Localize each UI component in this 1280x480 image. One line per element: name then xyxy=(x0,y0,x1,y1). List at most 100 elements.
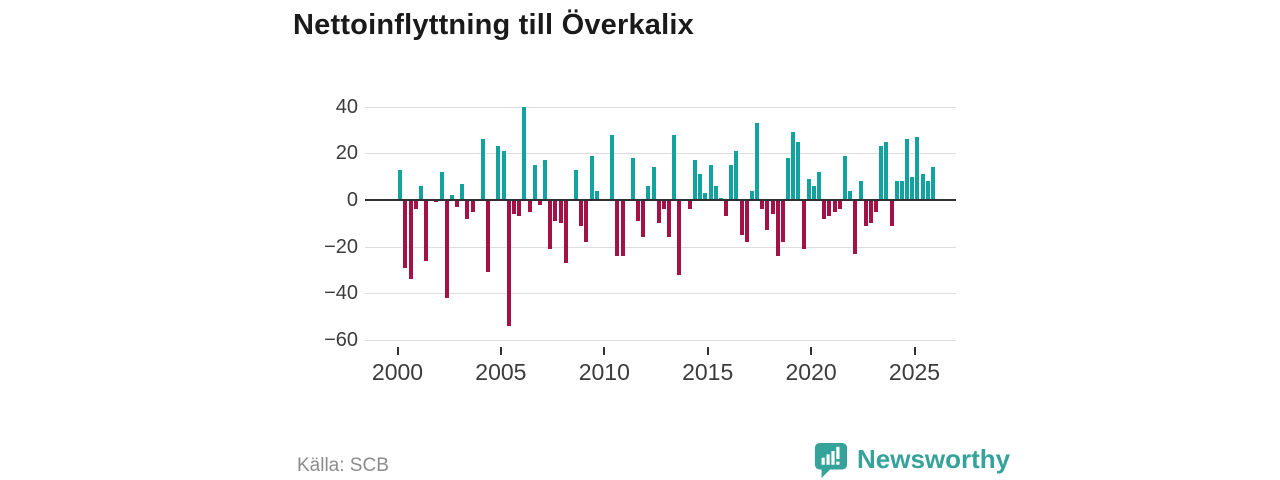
bar-2018-Q4 xyxy=(786,157,791,200)
y-tick-label: −40 xyxy=(324,282,358,305)
bar-2009-Q3 xyxy=(594,190,599,200)
bar-2021-Q3 xyxy=(842,155,847,200)
bar-2022-Q4 xyxy=(868,200,873,224)
gridline xyxy=(365,106,956,108)
bar-2023-Q2 xyxy=(879,146,884,200)
gridline xyxy=(365,153,956,155)
bar-2010-Q3 xyxy=(615,200,620,257)
bar-2019-Q4 xyxy=(806,178,811,200)
bar-2011-Q3 xyxy=(636,200,641,221)
bar-2018-Q2 xyxy=(775,200,780,257)
bar-2023-Q1 xyxy=(874,200,879,212)
x-tick-mark xyxy=(913,347,916,355)
bar-2002-Q4 xyxy=(455,200,460,207)
bar-2025-Q2 xyxy=(920,174,925,200)
bar-2013-Q2 xyxy=(672,134,677,200)
bar-2004-Q4 xyxy=(496,146,501,200)
bar-2015-Q3 xyxy=(718,197,723,200)
bar-2003-Q2 xyxy=(465,200,470,219)
y-tick-label: −20 xyxy=(324,235,358,258)
bar-2010-Q4 xyxy=(620,200,625,257)
bar-2002-Q1 xyxy=(439,171,444,200)
bar-2022-Q2 xyxy=(858,181,863,200)
bar-2016-Q4 xyxy=(744,200,749,243)
bar-2010-Q2 xyxy=(610,134,615,200)
zero-axis-line xyxy=(365,199,956,201)
bar-2023-Q3 xyxy=(884,141,889,200)
source-note: Källa: SCB xyxy=(297,455,389,476)
bar-2015-Q1 xyxy=(708,164,713,200)
bar-2013-Q1 xyxy=(667,200,672,238)
speech-bubble-bar-chart-icon xyxy=(814,442,848,480)
bar-2018-Q3 xyxy=(780,200,785,243)
newsworthy-logo[interactable]: Newsworthy xyxy=(814,442,1010,480)
x-tick-label: 2025 xyxy=(888,359,941,385)
bar-2017-Q3 xyxy=(760,200,765,210)
bar-2002-Q2 xyxy=(444,200,449,299)
x-tick-mark xyxy=(810,347,813,355)
bar-2008-Q1 xyxy=(563,200,568,264)
bar-2014-Q1 xyxy=(687,200,692,210)
bar-2000-Q4 xyxy=(413,200,418,210)
page-title: Nettoinflyttning till Överkalix xyxy=(293,9,694,41)
bar-2022-Q3 xyxy=(863,200,868,226)
x-tick-mark xyxy=(706,347,709,355)
x-tick-mark xyxy=(603,347,606,355)
gridline xyxy=(365,246,956,248)
bar-2019-Q1 xyxy=(791,132,796,200)
x-tick-label: 2000 xyxy=(371,359,424,385)
bar-2005-Q4 xyxy=(517,200,522,217)
bar-2020-Q2 xyxy=(817,171,822,200)
bar-2013-Q3 xyxy=(677,200,682,275)
bar-2005-Q2 xyxy=(506,200,511,327)
bar-2020-Q3 xyxy=(822,200,827,219)
bar-2011-Q2 xyxy=(630,157,635,200)
bar-2006-Q4 xyxy=(537,200,542,205)
bar-2014-Q4 xyxy=(703,192,708,200)
bar-2004-Q2 xyxy=(486,200,491,273)
y-tick-label: 0 xyxy=(346,189,358,211)
bar-2006-Q1 xyxy=(522,106,527,200)
bar-2019-Q3 xyxy=(801,200,806,250)
bar-2009-Q2 xyxy=(589,155,594,200)
bar-2021-Q2 xyxy=(837,200,842,210)
bar-2005-Q3 xyxy=(511,200,516,214)
bar-2007-Q1 xyxy=(543,160,548,200)
bar-2015-Q2 xyxy=(713,185,718,200)
bar-2012-Q1 xyxy=(646,185,651,200)
bar-2009-Q1 xyxy=(584,200,589,243)
bar-2025-Q3 xyxy=(925,181,930,200)
bar-2012-Q3 xyxy=(656,200,661,224)
bar-2023-Q4 xyxy=(889,200,894,226)
bar-2002-Q3 xyxy=(449,195,454,200)
bar-2001-Q4 xyxy=(434,200,439,203)
x-tick-mark xyxy=(396,347,399,355)
y-tick-label: −60 xyxy=(324,329,358,352)
x-tick-label: 2015 xyxy=(682,359,734,385)
bar-2016-Q2 xyxy=(734,150,739,200)
bar-2004-Q1 xyxy=(480,139,485,200)
bar-2000-Q1 xyxy=(398,169,403,200)
bar-2003-Q3 xyxy=(470,200,475,212)
bar-2017-Q2 xyxy=(755,122,760,200)
bar-2020-Q1 xyxy=(811,185,816,200)
bar-2024-Q4 xyxy=(910,176,915,200)
bar-2024-Q3 xyxy=(905,139,910,200)
bar-2006-Q3 xyxy=(532,164,537,200)
bar-2011-Q4 xyxy=(641,200,646,238)
bar-2020-Q4 xyxy=(827,200,832,217)
bar-2012-Q2 xyxy=(651,167,656,200)
bar-2024-Q1 xyxy=(894,181,899,200)
bar-2008-Q3 xyxy=(574,169,579,200)
bar-2006-Q2 xyxy=(527,200,532,212)
bar-2008-Q4 xyxy=(579,200,584,226)
bar-2024-Q2 xyxy=(899,181,904,200)
bar-2025-Q4 xyxy=(930,167,935,200)
y-tick-label: 20 xyxy=(335,142,358,165)
bar-2025-Q1 xyxy=(915,136,920,200)
gridline xyxy=(365,340,956,342)
bar-2007-Q4 xyxy=(558,200,563,224)
brand-name: Newsworthy xyxy=(857,444,1011,474)
bar-2019-Q2 xyxy=(796,141,801,200)
